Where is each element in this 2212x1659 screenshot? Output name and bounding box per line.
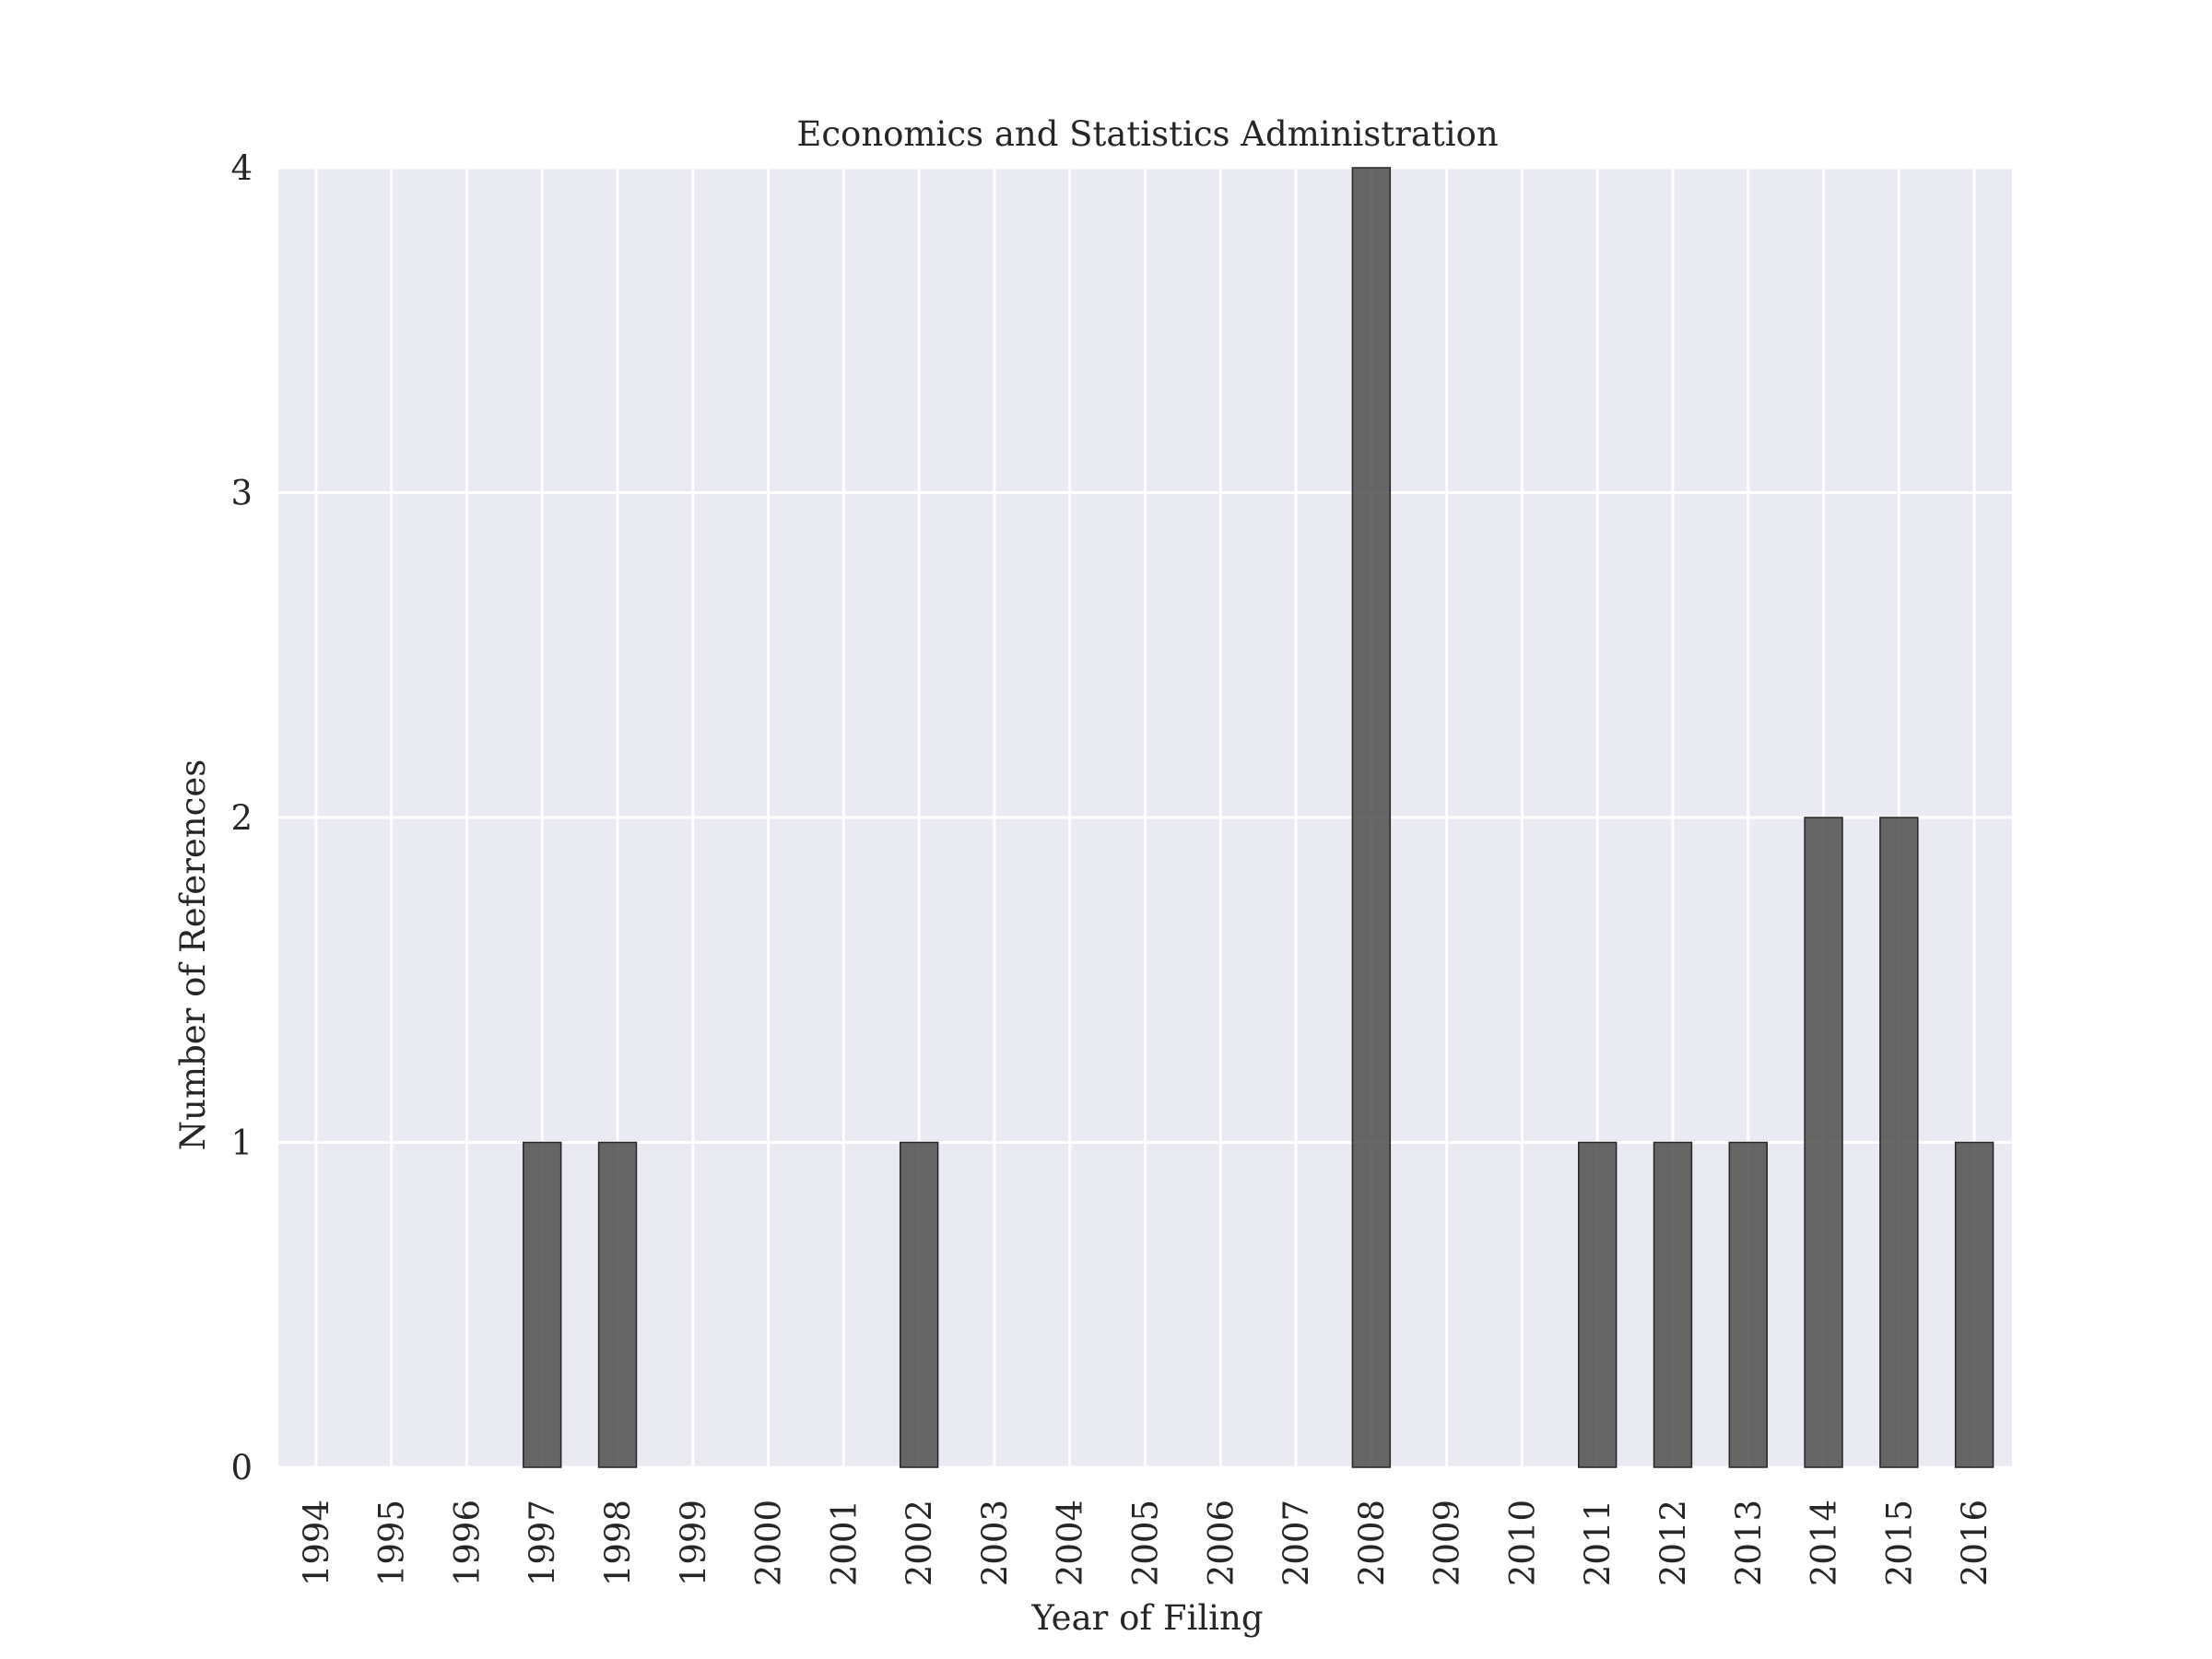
y-tick-label: 4 (230, 148, 253, 188)
bars (523, 167, 1994, 1468)
x-tick-label: 2016 (1955, 1500, 1994, 1586)
x-tick-label: 2010 (1502, 1500, 1542, 1586)
x-tick-label: 2012 (1653, 1500, 1693, 1586)
x-tick-label: 1995 (372, 1500, 412, 1586)
x-axis-label: Year of Filing (1030, 1598, 1263, 1638)
x-tick-label: 2001 (824, 1500, 864, 1586)
x-tick-labels: 1994 1995 1996 1997 1998 1999 2000 2001 2002 2003… (297, 1500, 1994, 1586)
x-tick-label: 2014 (1805, 1500, 1844, 1586)
x-tick-label: 2007 (1277, 1500, 1316, 1586)
x-tick-label: 2006 (1201, 1500, 1241, 1586)
x-tick-label: 2005 (1126, 1500, 1166, 1586)
x-tick-label: 1999 (674, 1500, 713, 1586)
x-tick-label: 2000 (749, 1500, 789, 1586)
bar-2013 (1728, 1141, 1768, 1468)
y-tick-labels: 0 1 2 3 4 (230, 148, 253, 1488)
chart-title: Economics and Statistics Administration (796, 114, 1498, 154)
bar-2014 (1804, 817, 1843, 1468)
y-tick-label: 0 (230, 1448, 253, 1488)
bar-2011 (1578, 1141, 1618, 1468)
bar-2002 (899, 1141, 939, 1468)
x-tick-label: 1998 (598, 1500, 638, 1586)
bar-1998 (597, 1141, 638, 1468)
bar-2008 (1351, 167, 1392, 1468)
x-tick-label: 2011 (1578, 1500, 1618, 1586)
x-tick-label: 2013 (1729, 1500, 1769, 1586)
x-tick-label: 1996 (447, 1500, 487, 1586)
x-tick-label: 2003 (975, 1500, 1015, 1586)
x-tick-label: 2004 (1051, 1500, 1090, 1586)
x-tick-label: 2015 (1879, 1500, 1919, 1586)
bar-1997 (523, 1141, 562, 1468)
x-tick-label: 1997 (523, 1500, 562, 1586)
bar-2015 (1879, 817, 1919, 1468)
bar-2016 (1954, 1141, 1994, 1468)
y-tick-label: 1 (230, 1124, 253, 1163)
x-tick-label: 2009 (1428, 1500, 1467, 1586)
y-axis-label: Number of References (173, 759, 213, 1150)
y-tick-label: 2 (230, 798, 253, 838)
x-tick-label: 2008 (1352, 1500, 1392, 1586)
bar-2012 (1653, 1141, 1693, 1468)
x-tick-label: 2002 (900, 1500, 939, 1586)
y-tick-label: 3 (230, 474, 253, 513)
x-tick-label: 1994 (297, 1500, 336, 1586)
